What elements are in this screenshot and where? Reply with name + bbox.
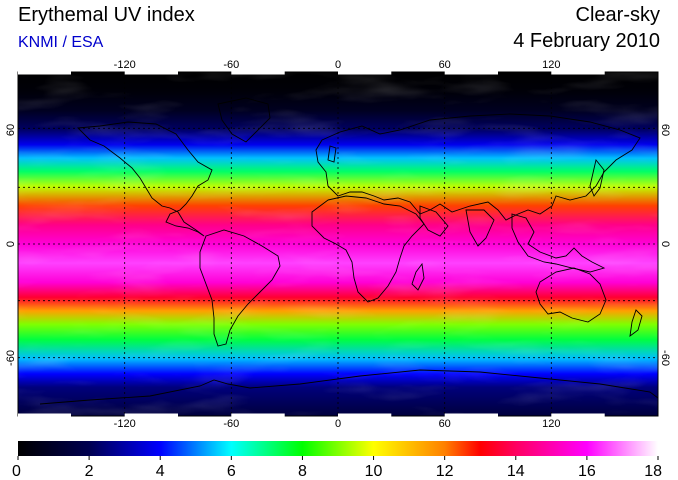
coast-new-zealand — [629, 309, 643, 338]
latitude-labels-left: 60 0 -60 — [5, 124, 17, 366]
lon-tick-bottom-0: 0 — [335, 418, 341, 430]
gridlines — [18, 72, 658, 416]
colorbar-label-18: 18 — [644, 463, 662, 480]
coast-antarctica — [39, 369, 659, 405]
lon-tick-bottom--60: -60 — [223, 418, 239, 430]
coast-japan — [589, 158, 605, 197]
colorbar-label-10: 10 — [365, 463, 383, 480]
lat-tick-left--60: -60 — [5, 350, 17, 366]
lat-tick-left-0: 0 — [5, 241, 17, 247]
coast-greenland — [217, 97, 271, 143]
coast-south-america — [199, 229, 281, 347]
date-label: 4 February 2010 — [513, 30, 660, 52]
coast-australia — [535, 267, 607, 323]
colorbar-label-16: 16 — [578, 463, 596, 480]
lat-tick-right-0: 0 — [659, 241, 671, 247]
coast-north-america — [77, 121, 213, 237]
colorbar-label-12: 12 — [436, 463, 454, 480]
lon-tick-top--120: -120 — [114, 59, 136, 71]
coast-arabia-india — [419, 205, 495, 247]
continent-outlines — [39, 97, 659, 405]
lon-tick-top-0: 0 — [335, 59, 341, 71]
colorbar: 0 2 4 6 8 10 12 14 16 18 — [12, 441, 662, 480]
coast-uk — [327, 145, 337, 163]
colorbar-label-6: 6 — [227, 463, 236, 480]
coast-europe-asia — [315, 113, 641, 221]
colorbar-label-14: 14 — [507, 463, 525, 480]
colorbar-label-2: 2 — [85, 463, 94, 480]
colorbar-label-8: 8 — [298, 463, 307, 480]
coast-africa — [311, 195, 425, 303]
lat-tick-right-60: 60 — [659, 124, 671, 136]
colorbar-bar — [18, 441, 658, 456]
lon-tick-bottom-60: 60 — [439, 418, 451, 430]
colorbar-labels: 0 2 4 6 8 10 12 14 16 18 — [12, 463, 662, 480]
colorbar-label-4: 4 — [156, 463, 165, 480]
organization-label: KNMI / ESA — [18, 34, 104, 51]
sky-mode-label: Clear-sky — [575, 4, 660, 26]
longitude-labels-top: -120 -60 0 60 120 — [114, 59, 561, 71]
lon-tick-bottom--120: -120 — [114, 418, 136, 430]
colorbar-label-0: 0 — [12, 463, 21, 480]
chart-title: Erythemal UV index — [18, 4, 195, 26]
frame-ticks — [18, 71, 605, 417]
colorbar-ticks — [17, 456, 659, 460]
lat-tick-left-60: 60 — [5, 124, 17, 136]
map-area — [17, 71, 659, 417]
lat-tick-right--60: -60 — [659, 350, 671, 366]
longitude-labels-bottom: -120 -60 0 60 120 — [114, 418, 561, 430]
lon-tick-top-60: 60 — [439, 59, 451, 71]
lon-tick-top-120: 120 — [542, 59, 560, 71]
lon-tick-top--60: -60 — [223, 59, 239, 71]
lon-tick-bottom-120: 120 — [542, 418, 560, 430]
latitude-labels-right: 60 0 -60 — [659, 124, 671, 366]
coast-madagascar — [411, 262, 425, 291]
